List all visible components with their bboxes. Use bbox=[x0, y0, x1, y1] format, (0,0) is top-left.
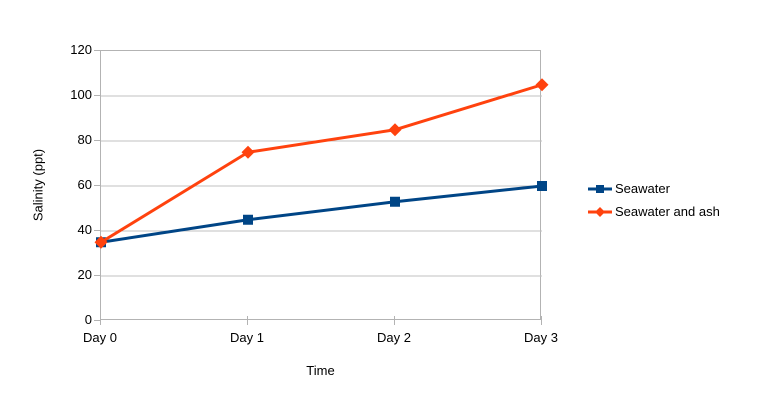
square-marker bbox=[537, 181, 547, 191]
x-tick-label: Day 1 bbox=[230, 330, 264, 345]
x-axis-title: Time bbox=[306, 363, 335, 378]
legend-diamond-marker-icon bbox=[588, 206, 612, 217]
y-tick-label: 0 bbox=[84, 312, 92, 327]
y-tick-label: 40 bbox=[77, 222, 92, 237]
y-tick-mark bbox=[94, 230, 100, 231]
x-tick-mark bbox=[541, 316, 542, 325]
y-tick-label: 20 bbox=[77, 267, 92, 282]
legend-square bbox=[596, 184, 604, 193]
diamond-marker bbox=[535, 78, 549, 92]
legend: Seawater Seawater and ash bbox=[588, 179, 720, 221]
legend-label: Seawater and ash bbox=[615, 204, 720, 219]
diamond-marker bbox=[94, 235, 108, 249]
legend-item: Seawater and ash bbox=[588, 202, 720, 221]
y-tick-mark bbox=[94, 320, 100, 321]
series-line bbox=[100, 83, 543, 244]
square-marker bbox=[243, 214, 253, 225]
x-tick-label: Day 0 bbox=[83, 330, 117, 345]
diamond-marker bbox=[388, 123, 402, 137]
x-tick-mark bbox=[247, 316, 248, 325]
x-tick-mark bbox=[394, 316, 395, 325]
x-tick-mark bbox=[100, 316, 101, 325]
x-tick-label: Day 2 bbox=[377, 330, 411, 345]
x-tick-label: Day 3 bbox=[524, 330, 558, 345]
y-tick-mark bbox=[94, 185, 100, 186]
series-line bbox=[100, 184, 543, 244]
y-tick-label: 60 bbox=[77, 177, 92, 192]
series-plot bbox=[94, 78, 549, 277]
y-tick-mark bbox=[94, 95, 100, 96]
diamond-marker bbox=[241, 145, 255, 159]
legend-square-marker-icon bbox=[588, 184, 612, 193]
y-tick-mark bbox=[94, 50, 100, 51]
y-tick-label: 100 bbox=[70, 87, 92, 102]
y-tick-mark bbox=[94, 275, 100, 276]
square-marker bbox=[390, 196, 400, 207]
y-tick-mark bbox=[94, 140, 100, 141]
plot-area bbox=[94, 50, 549, 320]
legend-item: Seawater bbox=[588, 179, 720, 198]
legend-label: Seawater bbox=[615, 181, 670, 196]
y-tick-label: 120 bbox=[70, 42, 92, 57]
y-tick-label: 80 bbox=[77, 132, 92, 147]
legend-diamond bbox=[595, 206, 605, 217]
